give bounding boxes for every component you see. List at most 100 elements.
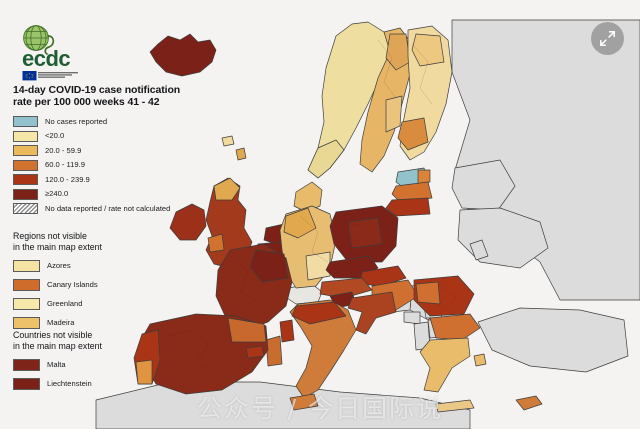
country-iceland[interactable] xyxy=(149,33,217,77)
subregion-italy-sicily[interactable] xyxy=(289,393,319,411)
page-title-line1: 14-day COVID-19 case notification xyxy=(13,84,181,96)
legend-heading-regions-line2: in the main map extent xyxy=(13,241,102,252)
legend-swatch-20-59 xyxy=(13,145,38,156)
legend-swatch-no-cases xyxy=(13,116,38,127)
subregion-uk-scotland[interactable] xyxy=(213,177,241,201)
country-denmark[interactable] xyxy=(293,181,323,213)
subregion-germany-bavaria[interactable] xyxy=(305,251,331,281)
legend-item-liechtenstein[interactable]: Liechtenstein xyxy=(13,374,209,393)
ecdc-globe-icon xyxy=(23,25,55,55)
subregion-sweden-north[interactable] xyxy=(385,33,411,71)
subregion-finland-n[interactable] xyxy=(411,33,445,67)
subregion-italy-sardinia[interactable] xyxy=(265,335,283,367)
legend-swatch-liechtenstein xyxy=(13,377,40,390)
legend-swatch-canary-islands xyxy=(13,278,40,291)
page-title-line2: rate per 100 000 weeks 41 - 42 xyxy=(13,96,160,109)
legend-heading-regions: Regions not visible in the main map exte… xyxy=(13,231,203,252)
legend-label-120-239: 120.0 - 239.9 xyxy=(45,174,90,184)
legend-item-malta[interactable]: Malta xyxy=(13,355,209,374)
ecdc-subtitle xyxy=(38,72,78,78)
subregion-spain-balearic[interactable] xyxy=(245,345,265,359)
legend-item-120-239[interactable]: 120.0 - 239.9 xyxy=(13,173,209,186)
subregion-spain-ne[interactable] xyxy=(227,317,267,343)
legend-item-under-20[interactable]: <20.0 xyxy=(13,130,209,143)
country-ireland[interactable] xyxy=(169,203,207,241)
ecdc-logo: ecdc xyxy=(14,24,98,82)
subregion-uk-wales[interactable] xyxy=(207,233,225,253)
legend-label-greenland: Greenland xyxy=(47,298,83,308)
legend-label-60-119: 60.0 - 119.9 xyxy=(45,160,85,169)
page-title: 14-day COVID-19 case notification rate p… xyxy=(13,84,199,109)
legend-label-azores: Azores xyxy=(47,260,71,270)
legend-item-madeira[interactable]: Madeira xyxy=(13,313,209,332)
legend-heading-countries-line1: Countries not visible xyxy=(13,330,93,340)
country-montenegro[interactable] xyxy=(403,311,421,325)
eu-flag-icon xyxy=(22,71,37,81)
legend-swatch-madeira xyxy=(13,316,40,329)
subregion-sweden-mid[interactable] xyxy=(385,95,403,133)
subregion-romania-w[interactable] xyxy=(415,281,441,305)
country-cyprus[interactable] xyxy=(515,395,543,411)
subregion-norway-south[interactable] xyxy=(307,139,345,179)
country-italy[interactable] xyxy=(289,299,357,399)
country-turkey[interactable] xyxy=(477,307,629,373)
country-austria[interactable] xyxy=(319,277,373,299)
legend-label-no-cases: No cases reported xyxy=(45,116,108,126)
legend-regions-list: Azores Canary Islands Greenland Madeira xyxy=(13,256,209,332)
legend-rate-bands: No cases reported <20.0 20.0 - 59.9 60.0… xyxy=(13,115,209,217)
legend-swatch-greenland xyxy=(13,297,40,310)
legend-item-no-cases[interactable]: No cases reported xyxy=(13,115,209,128)
legend-label-liechtenstein: Liechtenstein xyxy=(47,378,92,388)
legend-swatch-under-20 xyxy=(13,130,38,142)
legend-swatch-no-data xyxy=(13,203,38,214)
country-bulgaria[interactable] xyxy=(429,313,481,341)
subregion-france-ne[interactable] xyxy=(249,249,289,283)
legend-item-no-data[interactable]: No data reported / rate not calculated xyxy=(13,202,209,215)
subregion-estonia-e[interactable] xyxy=(417,169,431,185)
legend-swatch-malta xyxy=(13,358,40,371)
island-shetland[interactable] xyxy=(235,147,247,161)
legend-swatch-azores xyxy=(13,259,40,272)
legend-swatch-240-plus xyxy=(13,188,38,200)
subregion-germany-nw[interactable] xyxy=(283,207,317,239)
legend-label-240-plus: ≥240.0 xyxy=(45,189,69,198)
subregion-finland-sw[interactable] xyxy=(397,117,429,151)
country-croatia[interactable] xyxy=(347,291,397,335)
legend-label-madeira: Madeira xyxy=(47,317,75,327)
legend-item-greenland[interactable]: Greenland xyxy=(13,294,209,313)
legend-panel: ecdc 14-day COVID xyxy=(0,0,210,400)
island-faroe[interactable] xyxy=(221,135,235,147)
subregion-greece-islands[interactable] xyxy=(473,353,487,367)
legend-heading-regions-line1: Regions not visible xyxy=(13,231,87,241)
country-moldova[interactable] xyxy=(469,239,489,261)
legend-heading-countries-line2: in the main map extent xyxy=(13,340,102,351)
legend-swatch-120-239 xyxy=(13,174,38,185)
country-lithuania[interactable] xyxy=(385,197,431,217)
legend-item-60-119[interactable]: 60.0 - 119.9 xyxy=(13,159,209,172)
subregion-poland-c[interactable] xyxy=(347,217,383,249)
ecdc-wordmark: ecdc xyxy=(22,46,70,71)
legend-label-no-data: No data reported / rate not calculated xyxy=(45,203,171,213)
subregion-borders xyxy=(167,39,457,373)
legend-label-malta: Malta xyxy=(47,359,66,369)
legend-swatch-60-119 xyxy=(13,159,38,171)
subregion-portugal-s[interactable] xyxy=(135,359,153,385)
subregion-italy-north[interactable] xyxy=(291,301,347,325)
expand-arrows-icon xyxy=(600,31,615,46)
legend-countries-list: Malta Liechtenstein xyxy=(13,355,209,393)
expand-map-button[interactable] xyxy=(591,22,624,55)
subregion-greece-crete[interactable] xyxy=(435,399,475,413)
legend-item-240-plus[interactable]: ≥240.0 xyxy=(13,188,209,201)
legend-item-azores[interactable]: Azores xyxy=(13,256,209,275)
legend-label-canary-islands: Canary Islands xyxy=(47,279,98,289)
legend-item-canary-islands[interactable]: Canary Islands xyxy=(13,275,209,294)
country-greece[interactable] xyxy=(419,337,471,393)
legend-label-under-20: <20.0 xyxy=(45,131,65,140)
legend-item-20-59[interactable]: 20.0 - 59.9 xyxy=(13,144,209,157)
legend-heading-countries: Countries not visible in the main map ex… xyxy=(13,330,203,351)
legend-label-20-59: 20.0 - 59.9 xyxy=(45,145,82,155)
subregion-france-corsica[interactable] xyxy=(279,319,295,343)
